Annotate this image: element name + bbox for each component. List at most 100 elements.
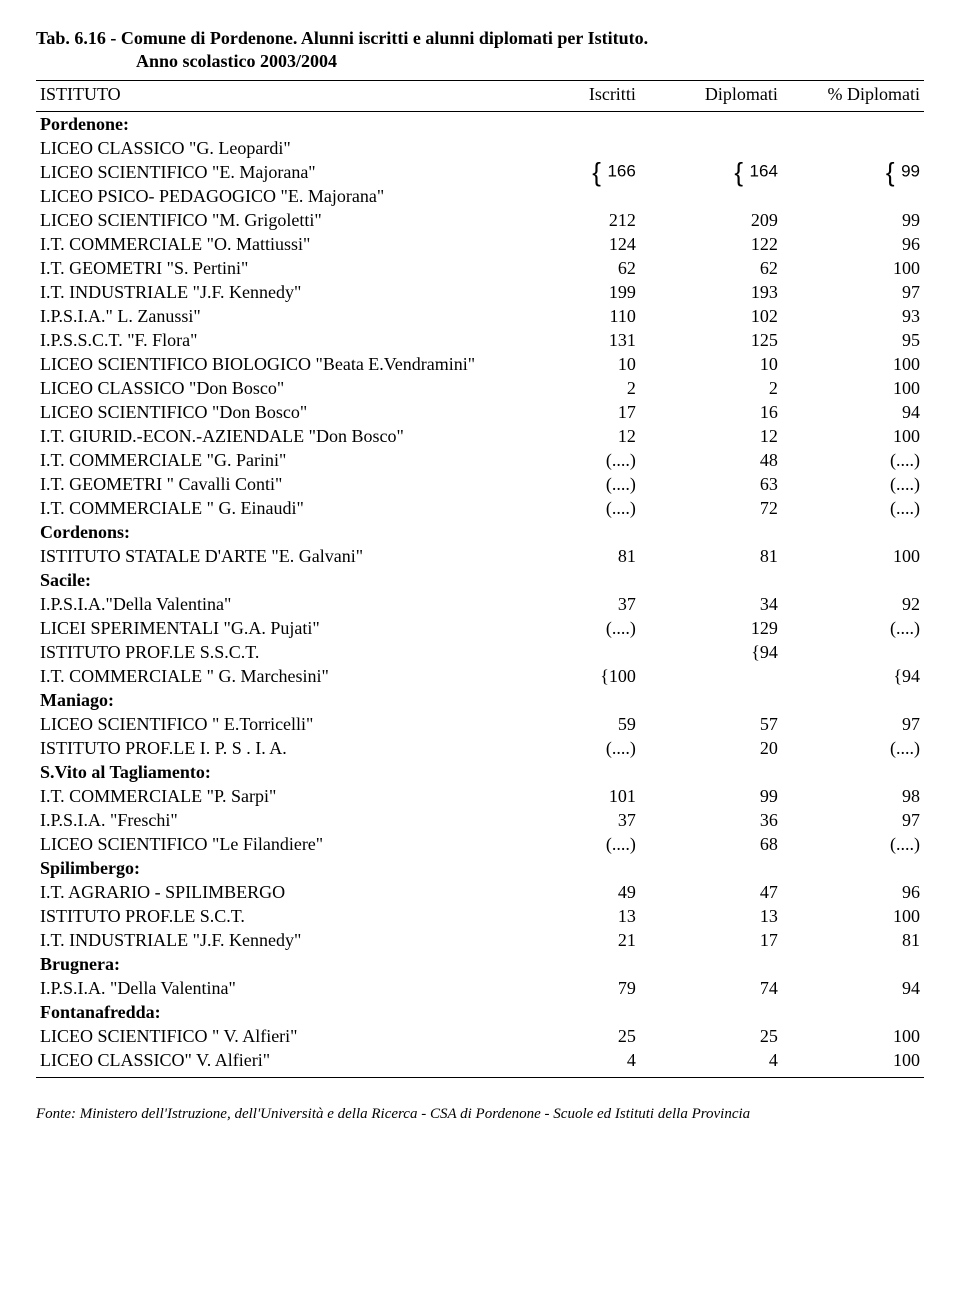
table-row: ISTITUTO STATALE D'ARTE "E. Galvani"8181… bbox=[36, 544, 924, 568]
cell-value: 62 bbox=[516, 256, 640, 280]
cell-value bbox=[782, 640, 924, 664]
cell-name: I.T. GIURID.-ECON.-AZIENDALE "Don Bosco" bbox=[36, 424, 516, 448]
cell-value: 17 bbox=[640, 928, 782, 952]
table-row: LICEO SCIENTIFICO " E.Torricelli"595797 bbox=[36, 712, 924, 736]
cell-value: (....) bbox=[782, 832, 924, 856]
cell-name: ISTITUTO STATALE D'ARTE "E. Galvani" bbox=[36, 544, 516, 568]
cell-value: 81 bbox=[640, 544, 782, 568]
cell-value: 25 bbox=[640, 1024, 782, 1048]
table-row: I.T. COMMERCIALE " G. Einaudi"(....)72(.… bbox=[36, 496, 924, 520]
cell-name: I.T. INDUSTRIALE "J.F. Kennedy" bbox=[36, 928, 516, 952]
cell-value: (....) bbox=[782, 616, 924, 640]
cell-value: 62 bbox=[640, 256, 782, 280]
col-header-istituto: ISTITUTO bbox=[36, 81, 516, 112]
cell-name: I.T. COMMERCIALE "O. Mattiussi" bbox=[36, 232, 516, 256]
cell-value: 4 bbox=[640, 1048, 782, 1077]
cell-name: LICEO SCIENTIFICO "M. Grigoletti" bbox=[36, 208, 516, 232]
cell-value: 81 bbox=[782, 928, 924, 952]
cell-value: 100 bbox=[782, 256, 924, 280]
section-heading: Pordenone: bbox=[36, 112, 924, 137]
cell-value: 124 bbox=[516, 232, 640, 256]
cell-value: 101 bbox=[516, 784, 640, 808]
cell-value: 212 bbox=[516, 208, 640, 232]
cell-value: (....) bbox=[782, 736, 924, 760]
cell-value: 100 bbox=[782, 904, 924, 928]
section-heading: Maniago: bbox=[36, 688, 924, 712]
cell-value: { 166 bbox=[516, 136, 640, 208]
cell-value: 59 bbox=[516, 712, 640, 736]
table-row: LICEO SCIENTIFICO " V. Alfieri"2525100 bbox=[36, 1024, 924, 1048]
cell-value: 102 bbox=[640, 304, 782, 328]
cell-value: 94 bbox=[782, 976, 924, 1000]
cell-name: I.P.S.I.A." L. Zanussi" bbox=[36, 304, 516, 328]
data-table: ISTITUTO Iscritti Diplomati % Diplomati … bbox=[36, 80, 924, 1078]
section-heading: S.Vito al Tagliamento: bbox=[36, 760, 924, 784]
cell-value: 74 bbox=[640, 976, 782, 1000]
cell-name: LICEO SCIENTIFICO "Le Filandiere" bbox=[36, 832, 516, 856]
page-title: Tab. 6.16 - Comune di Pordenone. Alunni … bbox=[36, 28, 924, 49]
table-row: I.T. COMMERCIALE "G. Parini"(....)48(...… bbox=[36, 448, 924, 472]
section-heading-row: Maniago: bbox=[36, 688, 924, 712]
cell-name: I.P.S.I.A. "Della Valentina" bbox=[36, 976, 516, 1000]
cell-value: 122 bbox=[640, 232, 782, 256]
cell-value: 57 bbox=[640, 712, 782, 736]
cell-value: {100 bbox=[516, 664, 640, 688]
table-row: LICEO CLASSICO" V. Alfieri"44100 bbox=[36, 1048, 924, 1077]
cell-value: 36 bbox=[640, 808, 782, 832]
cell-value: {94 bbox=[782, 664, 924, 688]
footer: Fonte: Ministero dell'Istruzione, dell'U… bbox=[36, 1106, 924, 1123]
cell-value: 16 bbox=[640, 400, 782, 424]
table-row: I.T. COMMERCIALE "P. Sarpi"1019998 bbox=[36, 784, 924, 808]
cell-value: (....) bbox=[516, 736, 640, 760]
section-heading-row: Spilimbergo: bbox=[36, 856, 924, 880]
cell-name: LICEO CLASSICO "G. Leopardi" bbox=[36, 136, 516, 160]
cell-value: 47 bbox=[640, 880, 782, 904]
table-header-row: ISTITUTO Iscritti Diplomati % Diplomati bbox=[36, 81, 924, 112]
col-header-diplomati: Diplomati bbox=[640, 81, 782, 112]
cell-name: I.T. INDUSTRIALE "J.F. Kennedy" bbox=[36, 280, 516, 304]
table-row: LICEO SCIENTIFICO BIOLOGICO "Beata E.Ven… bbox=[36, 352, 924, 376]
table-row: I.T. AGRARIO - SPILIMBERGO494796 bbox=[36, 880, 924, 904]
cell-name: I.T. COMMERCIALE " G. Marchesini" bbox=[36, 664, 516, 688]
col-header-iscritti: Iscritti bbox=[516, 81, 640, 112]
cell-value: 131 bbox=[516, 328, 640, 352]
section-heading: Cordenons: bbox=[36, 520, 924, 544]
cell-value: 81 bbox=[516, 544, 640, 568]
table-row: I.T. INDUSTRIALE "J.F. Kennedy"211781 bbox=[36, 928, 924, 952]
cell-value: 100 bbox=[782, 1048, 924, 1077]
cell-value: 94 bbox=[782, 400, 924, 424]
cell-name: ISTITUTO PROF.LE I. P. S . I. A. bbox=[36, 736, 516, 760]
section-heading: Brugnera: bbox=[36, 952, 924, 976]
table-row: I.T. GEOMETRI "S. Pertini"6262100 bbox=[36, 256, 924, 280]
table-body: Pordenone:LICEO CLASSICO "G. Leopardi"{ … bbox=[36, 112, 924, 1078]
cell-value: 20 bbox=[640, 736, 782, 760]
cell-name: I.T. AGRARIO - SPILIMBERGO bbox=[36, 880, 516, 904]
cell-value: (....) bbox=[516, 496, 640, 520]
cell-value: 37 bbox=[516, 592, 640, 616]
cell-value: 92 bbox=[782, 592, 924, 616]
cell-value bbox=[640, 664, 782, 688]
cell-value: 68 bbox=[640, 832, 782, 856]
cell-value: 100 bbox=[782, 1024, 924, 1048]
cell-name: I.T. COMMERCIALE "G. Parini" bbox=[36, 448, 516, 472]
cell-value: 97 bbox=[782, 808, 924, 832]
cell-value: 48 bbox=[640, 448, 782, 472]
cell-name: LICEO CLASSICO" V. Alfieri" bbox=[36, 1048, 516, 1077]
table-row: ISTITUTO PROF.LE I. P. S . I. A.(....)20… bbox=[36, 736, 924, 760]
cell-value: (....) bbox=[516, 832, 640, 856]
table-row: LICEO SCIENTIFICO "M. Grigoletti"2122099… bbox=[36, 208, 924, 232]
section-heading-row: Pordenone: bbox=[36, 112, 924, 137]
cell-value: 97 bbox=[782, 280, 924, 304]
section-heading-row: Fontanafredda: bbox=[36, 1000, 924, 1024]
table-row: I.P.S.I.A."Della Valentina"373492 bbox=[36, 592, 924, 616]
cell-value: 199 bbox=[516, 280, 640, 304]
cell-value: 25 bbox=[516, 1024, 640, 1048]
cell-value: 96 bbox=[782, 232, 924, 256]
cell-value: 10 bbox=[516, 352, 640, 376]
section-heading: Fontanafredda: bbox=[36, 1000, 924, 1024]
section-heading-row: Sacile: bbox=[36, 568, 924, 592]
cell-value bbox=[516, 640, 640, 664]
cell-value: 13 bbox=[516, 904, 640, 928]
cell-value: 13 bbox=[640, 904, 782, 928]
table-row: ISTITUTO PROF.LE S.S.C.T.{94 bbox=[36, 640, 924, 664]
